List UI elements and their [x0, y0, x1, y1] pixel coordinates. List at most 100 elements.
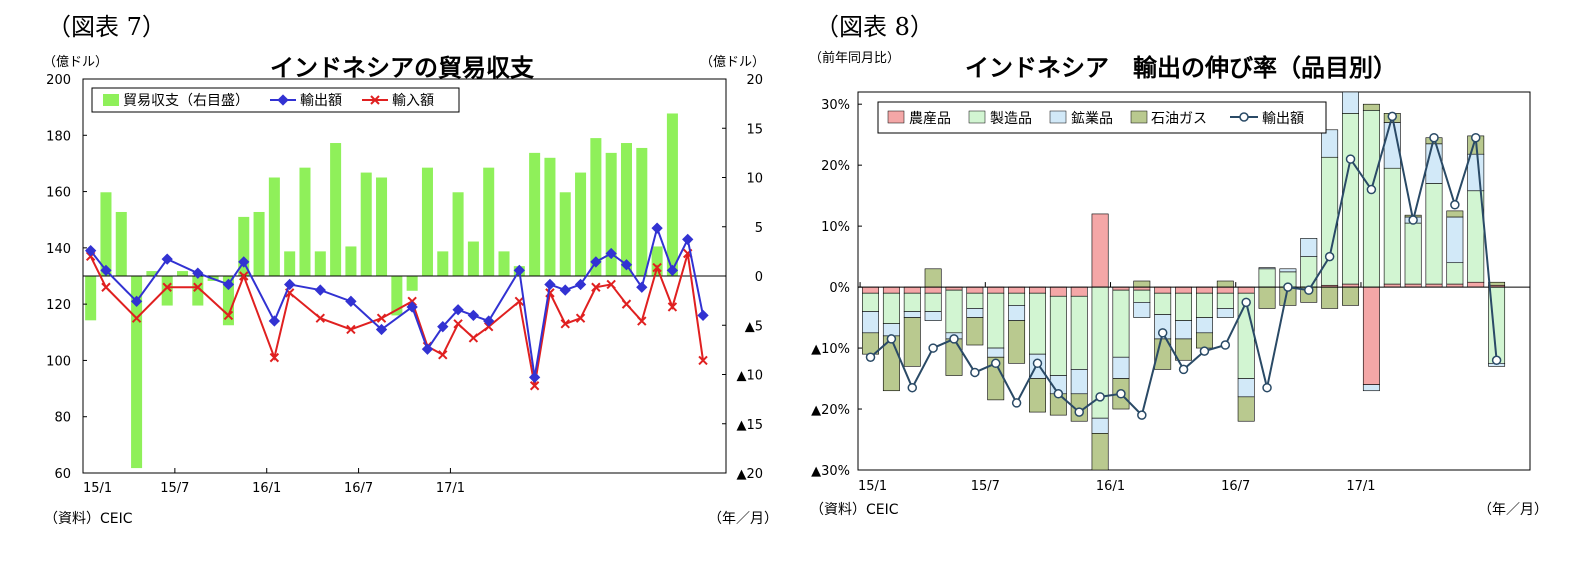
legend-oilgas-swatch: [1130, 110, 1148, 124]
exports-point: [192, 267, 204, 279]
exports-point: [222, 278, 235, 291]
mining-bar-segment: [1279, 268, 1297, 273]
balance-bar: [85, 276, 97, 321]
balance-bar: [345, 246, 357, 276]
exports-point: [513, 264, 525, 277]
agri-bar-segment: [1362, 286, 1380, 385]
legend-exports-label-2: 輸出額: [1262, 111, 1304, 127]
imports-point: [667, 302, 678, 312]
manufacturing-bar-segment: [1008, 292, 1026, 306]
mining-bar-segment: [1216, 308, 1234, 318]
y-axis-2: 30% 20% 10% 0% ▲10% ▲20% ▲30%: [811, 98, 862, 479]
oilgas-bar-segment: [1362, 103, 1380, 111]
export-growth-point: [1304, 285, 1314, 295]
export-growth-point: [1429, 132, 1439, 143]
imports-point: [101, 282, 111, 292]
mining-bar-segment: [1175, 320, 1193, 340]
export-growth-point: [1220, 340, 1231, 350]
exports-point: [483, 315, 495, 327]
mining-bar-segment: [924, 311, 942, 321]
imports-point: [560, 319, 570, 329]
balance-bar: [238, 216, 250, 276]
balance-bar: [666, 113, 678, 276]
imports-point: [453, 319, 463, 329]
exports-point: [284, 278, 296, 291]
export-growth-point: [1387, 111, 1398, 122]
manufacturing-bar-segment: [1175, 292, 1193, 321]
mining-bar-segment: [1321, 129, 1339, 158]
trade-balance-chart: （図表 7） インドネシアの貿易収支 （億ドル） （億ドル） （年／月） （資料…: [43, 13, 778, 527]
imports-point: [698, 355, 708, 366]
balance-bar: [483, 167, 495, 276]
agri-bar-segment: [1070, 286, 1088, 297]
x-axis: 15/1 15/7 16/1 16/7 17/1: [82, 468, 465, 496]
balance-bar: [575, 172, 587, 276]
balance-bar: [284, 251, 296, 276]
right-tick-label: ▲10: [736, 369, 763, 384]
balance-bar: [651, 246, 663, 276]
mining-bar-segment: [1342, 91, 1359, 114]
legend-exports-marker-2: [1239, 112, 1249, 122]
figure-label-7: （図表 7）: [47, 13, 166, 41]
export-growth-point: [886, 334, 897, 344]
export-growth-point: [1157, 328, 1168, 338]
legend-agri-swatch: [887, 110, 905, 124]
right-tick-label: ▲15: [736, 418, 763, 433]
agri-bar-segment: [966, 286, 984, 294]
manufacturing-bar-segment: [924, 292, 942, 312]
imports-point: [346, 324, 356, 335]
right-tick-label: 15: [746, 122, 763, 137]
left-tick-label: 160: [46, 186, 71, 201]
agri-bar-segment: [1175, 286, 1193, 294]
legend-imports-marker: [370, 95, 380, 105]
mining-bar-segment: [966, 308, 984, 318]
mining-bar-segment: [1091, 417, 1109, 434]
y-tick-label: ▲10%: [811, 342, 850, 357]
x-tick-label-2: 17/1: [1346, 479, 1375, 494]
export-growth-point: [1450, 200, 1460, 210]
balance-bars: [85, 113, 678, 469]
mining-bar-segment: [862, 311, 879, 334]
manufacturing-bar-segment: [1154, 292, 1172, 315]
mining-bar-segment: [903, 311, 921, 318]
legend-oilgas-label: 石油ガス: [1151, 111, 1207, 127]
oilgas-bar-segment: [966, 317, 984, 346]
imports-point: [575, 313, 586, 323]
balance-bar: [268, 177, 280, 276]
imports-point: [315, 313, 326, 323]
oilgas-bar-segment: [1216, 280, 1234, 288]
y-tick-label: 10%: [821, 220, 850, 235]
imports-point: [269, 352, 280, 363]
manufacturing-bar-segment: [966, 292, 984, 309]
oilgas-bar-segment: [924, 268, 942, 288]
oilgas-bar-segment: [1446, 210, 1464, 218]
oilgas-bar-segment: [1008, 320, 1026, 364]
manufacturing-bar-segment: [882, 292, 900, 324]
agri-bar-segment: [1091, 213, 1109, 288]
export-growth-point: [1178, 364, 1189, 375]
plot-frame-2: [857, 91, 1531, 471]
export-growth-point: [1324, 251, 1335, 262]
y-tick-label: ▲20%: [811, 403, 850, 418]
balance-bar: [177, 271, 189, 276]
exports-point: [375, 323, 388, 336]
balance-bar: [222, 276, 234, 326]
imports-point: [637, 316, 647, 326]
oilgas-bar-segment: [1488, 281, 1506, 286]
manufacturing-bar-segment: [1404, 222, 1422, 285]
export-growth-point: [1470, 132, 1481, 143]
export-growth-point: [1074, 407, 1084, 417]
manufacturing-bar-segment: [903, 292, 921, 312]
balance-bar: [620, 143, 632, 276]
export-growth-point: [1053, 389, 1064, 399]
agri-bar-segment: [987, 286, 1005, 294]
agri-bar-segment: [1154, 286, 1172, 294]
manufacturing-bar-segment: [1258, 268, 1276, 288]
manufacturing-bar-segment: [1425, 183, 1443, 285]
balance-bar: [437, 251, 449, 276]
x-tick-label: 15/1: [83, 481, 112, 496]
legend: 貿易収支（右目盛） 輸出額 輸入額: [91, 87, 460, 113]
agri-bar-segment: [1029, 286, 1046, 294]
exports-point: [574, 278, 587, 291]
export-growth-point: [1345, 154, 1356, 164]
